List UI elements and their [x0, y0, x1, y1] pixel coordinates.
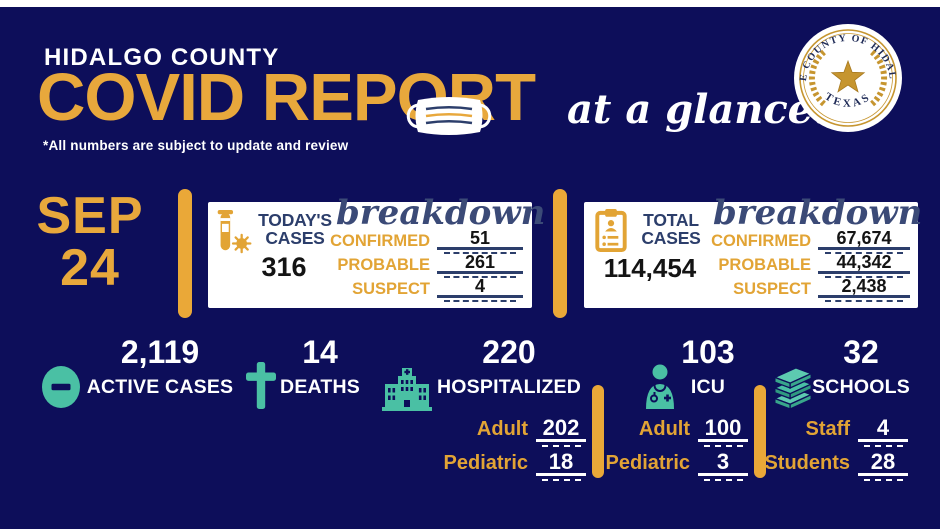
card-title: TODAY'S CASES: [258, 210, 332, 249]
clipboard-icon: [595, 208, 627, 253]
top-white-strip: [0, 0, 940, 7]
fill-line: [825, 250, 903, 254]
tagline: at a glance..: [567, 86, 841, 133]
divider-bar: [178, 189, 192, 318]
fill-line: [703, 442, 743, 447]
schools-breakdown: Staff 4 Students 28: [762, 417, 908, 485]
divider-bar: [553, 189, 567, 318]
icu-breakdown: Adult 100 Pediatric 3: [602, 417, 748, 485]
fill-line: [443, 274, 517, 278]
breakdown-row: SUSPECT 2,438: [584, 277, 910, 302]
doctor-icon: [646, 364, 674, 409]
breakdown-row: SUSPECT 4: [208, 277, 523, 302]
substat-row: Pediatric 18: [440, 451, 586, 481]
breakdown-row: CONFIRMED 51: [208, 229, 523, 254]
divider-bar: [754, 385, 766, 478]
hospitalized-breakdown: Adult 202 Pediatric 18: [440, 417, 586, 485]
stat-hospitalized: 220 HOSPITALIZED: [437, 334, 581, 398]
divider-bar: [592, 385, 604, 478]
substat-row: Students 28: [762, 451, 908, 481]
fill-line: [443, 298, 517, 302]
total-cases-total: 114,454: [603, 253, 697, 283]
breakdown-row: CONFIRMED 67,674: [584, 229, 910, 254]
hospital-icon: [382, 368, 432, 411]
fill-line: [863, 442, 903, 447]
cross-icon: [246, 362, 276, 409]
face-mask-icon: [406, 97, 492, 135]
fill-line: [443, 250, 517, 254]
stat-icu: 103 ICU: [681, 334, 735, 398]
fill-line: [541, 442, 581, 447]
report-date: SEP 24: [28, 190, 152, 294]
county-seal-icon: THE COUNTY OF HIDALGO TEXAS: [793, 23, 902, 132]
substat-row: Staff 4: [762, 417, 908, 447]
fill-line: [825, 298, 903, 302]
minus-circle-icon: [42, 366, 80, 408]
stat-deaths: 14 DEATHS: [280, 334, 360, 398]
date-month: SEP: [36, 187, 144, 245]
test-tube-icon: [217, 209, 252, 254]
card-title: TOTAL CASES: [641, 210, 701, 249]
disclaimer-note: *All numbers are subject to update and r…: [43, 138, 349, 153]
substat-row: Pediatric 3: [602, 451, 748, 481]
breakdown-heading: breakdown: [336, 193, 546, 233]
breakdown-row: PROBABLE 261: [208, 253, 523, 278]
todays-cases-card: TODAY'S CASES 316 breakdown CONFIRMED 51…: [208, 196, 545, 308]
breakdown-row: PROBABLE 44,342: [584, 253, 910, 278]
todays-cases-total: 316: [261, 252, 307, 282]
books-icon: [773, 367, 813, 411]
fill-line: [541, 476, 581, 481]
fill-line: [863, 476, 903, 481]
fill-line: [825, 274, 903, 278]
breakdown-rows: CONFIRMED 51 PROBABLE 261 SUSPECT 4: [208, 229, 523, 302]
stat-schools: 32 SCHOOLS: [812, 334, 910, 398]
fill-line: [703, 476, 743, 481]
date-day: 24: [60, 239, 120, 297]
county-name: HIDALGO COUNTY: [44, 44, 280, 71]
substat-row: Adult 202: [440, 417, 586, 447]
substat-row: Adult 100: [602, 417, 748, 447]
breakdown-heading: breakdown: [713, 193, 923, 233]
stat-active-cases: 2,119 ACTIVE CASES: [86, 334, 234, 398]
breakdown-rows: CONFIRMED 67,674 PROBABLE 44,342 SUSPECT…: [584, 229, 910, 302]
total-cases-card: TOTAL CASES 114,454 breakdown CONFIRMED …: [584, 196, 922, 308]
